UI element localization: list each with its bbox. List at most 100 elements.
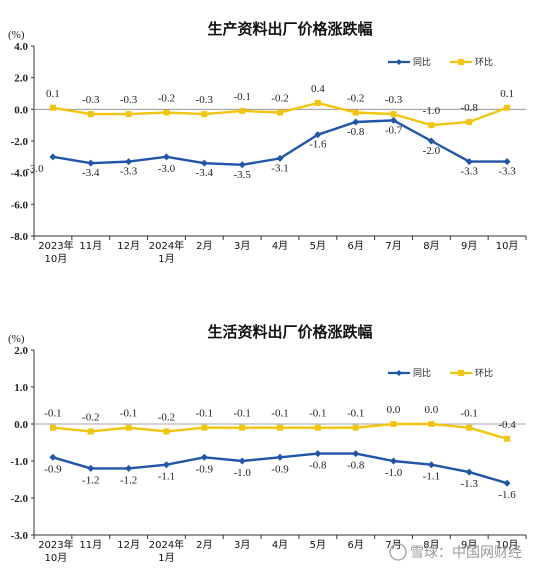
x-tick-label: 6月 xyxy=(348,539,364,551)
chart-title: 生活资料出厂价格涨跌幅 xyxy=(207,323,372,341)
data-point-mom xyxy=(466,424,473,431)
data-label-yoy: -0.8 xyxy=(347,126,365,138)
data-point-yoy xyxy=(465,158,473,166)
legend-marker-mom xyxy=(458,370,464,376)
data-label-mom: -0.1 xyxy=(233,408,250,420)
data-point-mom xyxy=(314,100,321,106)
y-tick-label: -4.0 xyxy=(11,168,29,180)
data-point-yoy xyxy=(87,464,95,472)
data-point-yoy xyxy=(200,159,208,167)
data-point-mom xyxy=(87,111,94,118)
data-label-yoy: -3.3 xyxy=(461,166,479,178)
data-label-mom: -0.3 xyxy=(385,94,403,106)
data-point-mom xyxy=(125,424,132,431)
data-label-mom: -0.3 xyxy=(120,94,138,106)
legend-marker-yoy xyxy=(396,59,402,65)
chart-1: 生产资料出厂价格涨跌幅 (%)4.0 2.0 0.0 -2.0 -4.0 -6.0 -8.0 2… xyxy=(8,20,527,265)
data-label-yoy: -1.2 xyxy=(120,474,137,486)
data-point-mom xyxy=(428,122,435,129)
y-tick-label: 4.0 xyxy=(14,41,28,53)
data-label-mom: -0.1 xyxy=(196,408,213,420)
x-tick-label: 3月 xyxy=(234,240,250,252)
data-point-mom xyxy=(201,424,208,431)
x-tick-label: 5月 xyxy=(310,539,326,551)
data-point-yoy xyxy=(49,453,57,461)
data-label-mom: -0.1 xyxy=(461,408,478,420)
y-tick-label: 0.0 xyxy=(14,419,28,431)
data-point-yoy xyxy=(125,464,133,472)
chart-title: 生产资料出厂价格涨跌幅 xyxy=(207,20,372,38)
legend-label-mom: 环比 xyxy=(475,56,493,68)
data-point-yoy xyxy=(390,457,398,465)
x-tick-label: 2023年 xyxy=(38,239,73,252)
data-point-mom xyxy=(87,428,94,435)
data-point-yoy xyxy=(276,453,284,461)
watermark: 雪球：中国网财经 xyxy=(389,543,522,561)
data-label-yoy: -1.6 xyxy=(309,139,327,151)
x-tick-label: 10月 xyxy=(496,240,519,252)
data-label-mom: -0.4 xyxy=(498,419,516,431)
data-point-mom xyxy=(390,421,397,427)
legend-label-yoy: 同比 xyxy=(413,56,431,68)
data-label-mom: -0.1 xyxy=(271,408,288,420)
data-label-yoy: -3.3 xyxy=(120,166,138,178)
data-point-yoy xyxy=(238,457,246,465)
data-point-mom xyxy=(466,119,473,125)
data-label-mom: -0.8 xyxy=(461,102,479,114)
data-label-yoy: -0.9 xyxy=(271,463,289,475)
legend-label-mom: 环比 xyxy=(475,367,493,379)
data-point-mom xyxy=(352,424,359,431)
data-point-mom xyxy=(49,104,56,111)
data-point-yoy xyxy=(314,450,322,458)
data-point-mom xyxy=(390,111,397,118)
data-label-yoy: -1.0 xyxy=(233,467,251,479)
x-tick-label: 1月 xyxy=(158,552,174,564)
data-label-yoy: -3.1 xyxy=(271,162,288,174)
data-label-yoy: -0.8 xyxy=(309,460,327,472)
y-tick-label: -8.0 xyxy=(11,231,29,243)
y-tick-label: 2.0 xyxy=(14,345,28,357)
x-tick-label: 12月 xyxy=(117,240,140,252)
data-label-mom: 0.1 xyxy=(500,88,514,100)
y-tick-label: 1.0 xyxy=(14,382,28,394)
series-mom: 0.1 -0.3 -0.3 -0.2 -0.3 -0.1 -0.2 0.4 -0.2 -0.3 -1… xyxy=(46,83,514,129)
x-tick-label: 11月 xyxy=(79,240,102,252)
data-label-mom: -0.2 xyxy=(82,411,99,423)
data-point-mom xyxy=(314,424,321,431)
x-tick-label: 10月 xyxy=(45,552,68,564)
data-label-mom: -0.2 xyxy=(271,93,288,105)
data-label-yoy: -3.3 xyxy=(498,166,516,178)
watermark-text: 雪球：中国网财经 xyxy=(410,545,522,561)
x-tick-label: 10月 xyxy=(496,539,519,551)
y-tick-label: -1.0 xyxy=(11,456,29,468)
y-tick-label: -6.0 xyxy=(11,199,29,211)
x-tick-label: 4月 xyxy=(272,240,288,252)
x-tick-label: 9月 xyxy=(461,539,477,551)
data-label-mom: -0.1 xyxy=(120,408,137,420)
data-label-yoy: -1.2 xyxy=(82,474,99,486)
x-tick-label: 10月 xyxy=(45,253,68,265)
data-label-yoy: -1.1 xyxy=(423,471,440,483)
series-yoy: -0.9 -1.2 -1.2 -1.1 -0.9 -1.0 -0.9 -0.8 -0.8 -1.0… xyxy=(44,450,516,501)
data-point-mom xyxy=(125,111,132,118)
x-tick-label: 12月 xyxy=(117,539,140,551)
y-axis-unit: (%) xyxy=(8,333,25,345)
x-tick-label: 4月 xyxy=(272,539,288,551)
data-point-yoy xyxy=(162,153,170,161)
x-tick-label: 7月 xyxy=(385,240,401,252)
data-label-mom: -1.0 xyxy=(423,105,441,117)
data-point-mom xyxy=(277,109,283,116)
data-point-mom xyxy=(163,109,170,116)
data-label-yoy: -1.0 xyxy=(385,467,403,479)
data-point-mom xyxy=(504,435,511,442)
x-tick-label: 3月 xyxy=(234,539,250,551)
data-label-yoy: -3.5 xyxy=(233,169,251,181)
data-point-yoy xyxy=(238,161,246,169)
x-tick-label: 8月 xyxy=(423,539,439,551)
x-tick-label: 5月 xyxy=(310,240,326,252)
data-point-mom xyxy=(201,111,208,118)
data-label-mom: -0.1 xyxy=(309,408,326,420)
x-tick-label: 2月 xyxy=(196,240,212,252)
data-point-yoy xyxy=(125,158,133,166)
y-tick-label: -2.0 xyxy=(11,136,29,148)
